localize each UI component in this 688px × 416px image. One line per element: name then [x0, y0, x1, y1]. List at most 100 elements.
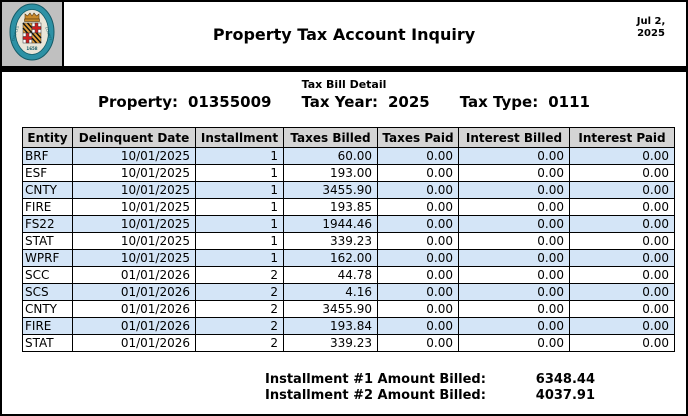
installment-summary: Installment #1 Amount Billed: 6348.44 In…: [265, 372, 686, 404]
table-cell: 1: [195, 215, 284, 233]
table-row: FIRE 01/01/2026 2 193.84 0.00 0.00 0.00: [22, 317, 675, 335]
table-cell: 2: [195, 334, 284, 352]
table-cell: 0.00: [377, 317, 459, 335]
table-row: CNTY 01/01/2026 2 3455.90 0.00 0.00 0.00: [22, 300, 675, 318]
table-cell: 2: [195, 317, 284, 335]
table-cell: 0.00: [569, 334, 675, 352]
table-row: FIRE 10/01/2025 1 193.85 0.00 0.00 0.00: [22, 198, 675, 216]
table-cell: 0.00: [458, 198, 570, 216]
table-cell: 10/01/2025: [72, 215, 196, 233]
table-cell: 339.23: [283, 334, 378, 352]
tax-type-label: Tax Type:: [459, 93, 539, 111]
table-cell: 0.00: [569, 232, 675, 250]
table-cell: 0.00: [569, 181, 675, 199]
table-cell: 0.00: [377, 334, 459, 352]
property-pair: Property: 01355009: [98, 93, 271, 111]
table-cell: FIRE: [22, 198, 73, 216]
installment-2-summary: Installment #2 Amount Billed: 4037.91: [265, 388, 686, 404]
table-cell: 193.00: [283, 164, 378, 182]
table-row: CNTY 10/01/2025 1 3455.90 0.00 0.00 0.00: [22, 181, 675, 199]
table-cell: 0.00: [458, 266, 570, 284]
table-body: BRF 10/01/2025 1 60.00 0.00 0.00 0.00 ESF 10/01/…: [22, 147, 675, 352]
installment-1-label: Installment #1 Amount Billed:: [265, 372, 486, 387]
table-cell: 1: [195, 164, 284, 182]
table-cell: 01/01/2026: [72, 334, 196, 352]
tax-type-value: 0111: [548, 93, 590, 111]
table-row: STAT 10/01/2025 1 339.23 0.00 0.00 0.00: [22, 232, 675, 250]
col-header-taxes-paid: Taxes Paid: [377, 127, 459, 148]
table-cell: 0.00: [377, 266, 459, 284]
table-cell: 0.00: [377, 283, 459, 301]
table-cell: 0.00: [377, 215, 459, 233]
table-header: Entity Delinquent Date Installment Taxes…: [22, 127, 675, 148]
table-cell: 01/01/2026: [72, 317, 196, 335]
table-cell: 01/01/2026: [72, 300, 196, 318]
table-cell: 1: [195, 232, 284, 250]
property-label: Property:: [98, 93, 178, 111]
table-cell: 0.00: [458, 283, 570, 301]
col-header-interest-paid: Interest Paid: [569, 127, 675, 148]
table-cell: 0.00: [569, 249, 675, 267]
table-cell: SCS: [22, 283, 73, 301]
table-cell: 0.00: [377, 249, 459, 267]
tax-year-label: Tax Year:: [301, 93, 378, 111]
table-cell: 10/01/2025: [72, 164, 196, 182]
table-cell: 1944.46: [283, 215, 378, 233]
installment-2-label: Installment #2 Amount Billed:: [265, 388, 486, 403]
table-cell: 0.00: [569, 147, 675, 165]
table-cell: CNTY: [22, 300, 73, 318]
installment-2-value: 4037.91: [535, 388, 595, 403]
table-cell: 0.00: [377, 147, 459, 165]
table-cell: 0.00: [569, 300, 675, 318]
table-cell: 0.00: [458, 300, 570, 318]
table-row: STAT 01/01/2026 2 339.23 0.00 0.00 0.00: [22, 334, 675, 352]
table-cell: WPRF: [22, 249, 73, 267]
table-cell: 44.78: [283, 266, 378, 284]
table-cell: 01/01/2026: [72, 266, 196, 284]
report-date-line1: Jul 2,: [636, 16, 666, 27]
table-cell: 0.00: [458, 164, 570, 182]
table-cell: 0.00: [569, 164, 675, 182]
table-cell: 4.16: [283, 283, 378, 301]
content-area: Tax Bill Detail Property: 01355009 Tax Yea…: [2, 72, 686, 414]
table-cell: FIRE: [22, 317, 73, 335]
table-cell: 0.00: [377, 198, 459, 216]
table-cell: 162.00: [283, 249, 378, 267]
table-cell: 1: [195, 198, 284, 216]
table-cell: 2: [195, 266, 284, 284]
table-cell: 0.00: [569, 283, 675, 301]
installment-1-summary: Installment #1 Amount Billed: 6348.44: [265, 372, 686, 388]
tax-bill-table: Entity Delinquent Date Installment Taxes…: [22, 127, 675, 352]
installment-1-value: 6348.44: [535, 372, 595, 387]
col-header-installment: Installment: [195, 127, 284, 148]
svg-text:CHARLES: CHARLES: [11, 26, 20, 42]
tax-year-pair: Tax Year: 2025: [301, 93, 429, 111]
table-cell: STAT: [22, 232, 73, 250]
table-cell: 0.00: [458, 215, 570, 233]
col-header-interest-billed: Interest Billed: [458, 127, 570, 148]
table-cell: 0.00: [458, 147, 570, 165]
svg-text:1658: 1658: [26, 46, 37, 51]
table-cell: 0.00: [458, 317, 570, 335]
table-row: SCC 01/01/2026 2 44.78 0.00 0.00 0.00: [22, 266, 675, 284]
table-cell: 3455.90: [283, 300, 378, 318]
table-row: SCS 01/01/2026 2 4.16 0.00 0.00 0.00: [22, 283, 675, 301]
table-cell: 0.00: [377, 300, 459, 318]
table-header-row: Entity Delinquent Date Installment Taxes…: [22, 127, 675, 148]
table-cell: 0.00: [377, 181, 459, 199]
table-row: ESF 10/01/2025 1 193.00 0.00 0.00 0.00: [22, 164, 675, 182]
table-cell: 0.00: [377, 164, 459, 182]
tax-type-pair: Tax Type: 0111: [460, 93, 590, 111]
page-header: 1658 CHARLES COUNTY Property Tax Account…: [2, 2, 686, 72]
table-cell: 10/01/2025: [72, 181, 196, 199]
table-cell: 1: [195, 181, 284, 199]
table-cell: 10/01/2025: [72, 147, 196, 165]
table-cell: 1: [195, 249, 284, 267]
table-cell: 10/01/2025: [72, 198, 196, 216]
table-cell: 0.00: [569, 215, 675, 233]
report-date: Jul 2, 2025: [622, 16, 680, 40]
seal-container: 1658 CHARLES COUNTY: [2, 2, 64, 66]
table-cell: 339.23: [283, 232, 378, 250]
table-row: FS22 10/01/2025 1 1944.46 0.00 0.00 0.00: [22, 215, 675, 233]
